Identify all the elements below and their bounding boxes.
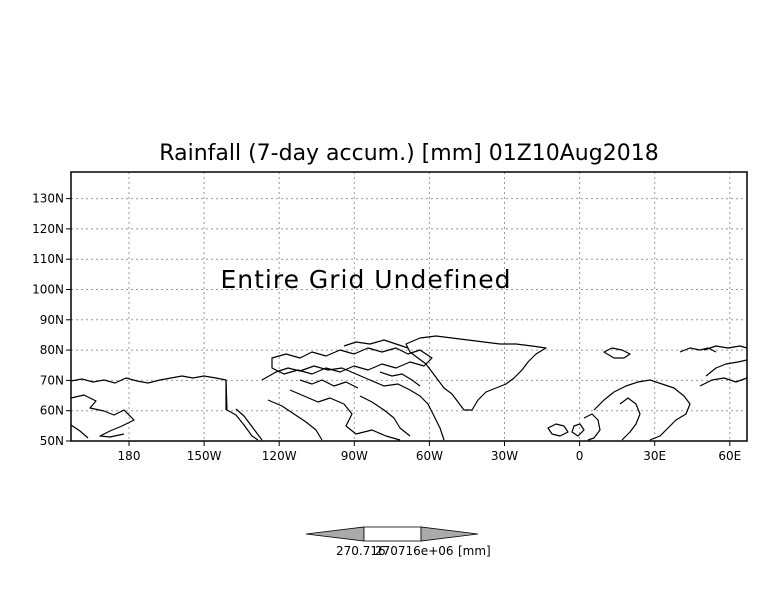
lat-label: 60N — [40, 404, 64, 418]
lon-label: 120W — [262, 449, 297, 463]
lon-label: 30E — [643, 449, 666, 463]
longitude-axis: 180 150W 120W 90W 60W 30W 0 30E 60E — [118, 441, 741, 463]
lon-label: 30W — [491, 449, 518, 463]
lat-label: 130N — [32, 192, 64, 206]
coastlines — [70, 335, 748, 441]
lon-label: 150W — [187, 449, 222, 463]
lon-label: 60E — [718, 449, 741, 463]
latitude-axis: 130N 120N 110N 100N 90N 80N 70N 60N 50N — [32, 192, 71, 448]
colorbar: 270.716 270716e+06 [mm] — [305, 526, 491, 558]
map-title: Rainfall (7-day accum.) [mm] 01Z10Aug201… — [159, 141, 658, 166]
lon-label: 0 — [576, 449, 584, 463]
lon-label: 180 — [118, 449, 141, 463]
lat-label: 110N — [32, 252, 64, 266]
colorbar-unit-label: [mm] — [458, 544, 491, 558]
plot-frame — [70, 171, 748, 442]
lat-label: 90N — [40, 313, 64, 327]
colorbar-right-arrow — [420, 526, 479, 542]
lon-label: 90W — [341, 449, 368, 463]
lat-label: 120N — [32, 222, 64, 236]
lon-label: 60W — [416, 449, 443, 463]
colorbar-value-label: 270.716 — [336, 544, 386, 558]
gridlines — [71, 172, 747, 441]
lat-label: 100N — [32, 283, 64, 297]
plot-area: Entire Grid Undefined — [70, 171, 748, 442]
lat-label: 50N — [40, 434, 64, 448]
colorbar-box — [363, 526, 422, 542]
colorbar-left-arrow — [305, 526, 365, 542]
colorbar-overlap-label: 270716e+06 — [375, 544, 454, 558]
undefined-grid-message: Entire Grid Undefined — [220, 265, 511, 294]
lat-label: 80N — [40, 343, 64, 357]
lat-label: 70N — [40, 373, 64, 387]
